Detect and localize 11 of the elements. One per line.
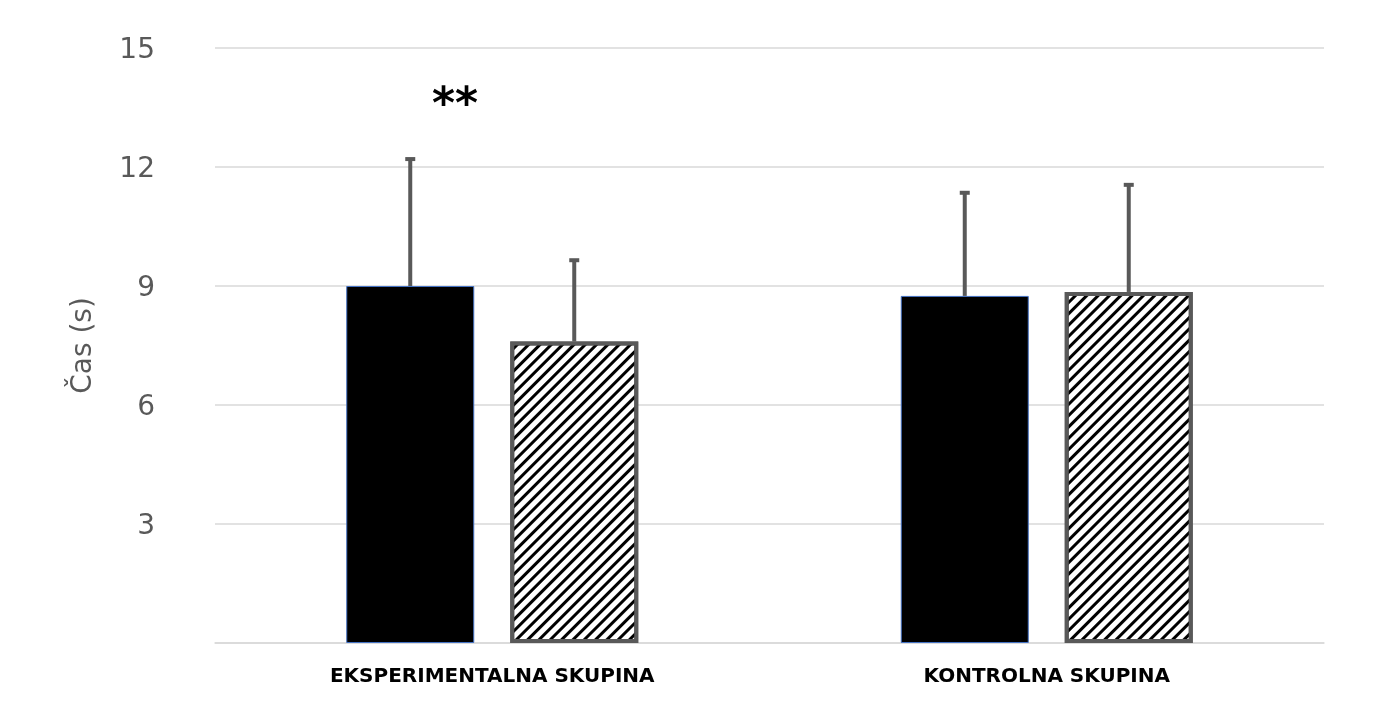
y-tick-label: 9 bbox=[137, 269, 155, 303]
bar bbox=[346, 286, 475, 643]
y-tick-label: 15 bbox=[119, 31, 155, 65]
annotation: ** bbox=[432, 76, 479, 128]
y-tick-label: 3 bbox=[137, 507, 155, 541]
y-tick-label: 12 bbox=[119, 150, 155, 184]
x-tick-label: EKSPERIMENTALNA SKUPINA bbox=[329, 663, 656, 687]
y-axis-title: Čas (s) bbox=[63, 297, 98, 394]
x-tick-label: KONTROLNA SKUPINA bbox=[923, 663, 1171, 687]
bar bbox=[900, 295, 1029, 643]
y-tick-label: 6 bbox=[137, 388, 155, 422]
